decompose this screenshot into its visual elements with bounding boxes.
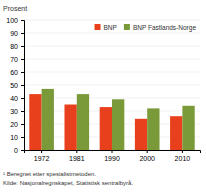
y-axis: 0 10 20 30 40 50 60 70 80 90 100 [6, 17, 24, 154]
grid-line [24, 46, 200, 47]
tick-mark [21, 124, 24, 125]
bar [29, 94, 41, 150]
legend-swatch [124, 24, 130, 30]
y-axis-label: Prosent [3, 5, 27, 12]
tick-mark [21, 111, 24, 112]
bar [182, 106, 194, 150]
legend-swatch [95, 24, 101, 30]
tick: 1990 [104, 150, 120, 162]
tick-mark [21, 20, 24, 21]
grid-line [24, 33, 200, 34]
tick: 50 [10, 82, 24, 89]
tick-mark [21, 59, 24, 60]
legend-label: BNP Fastlands-Norge [133, 24, 196, 32]
bar [147, 108, 159, 150]
tick: 1972 [34, 150, 50, 162]
tick-mark [76, 150, 77, 153]
tick-label: 70 [10, 56, 18, 63]
footnote: ¹ Beregnet etter spesialistmetoden. [3, 171, 96, 177]
bars [29, 89, 194, 150]
tick: 2000 [139, 150, 155, 162]
tick: 40 [10, 95, 24, 102]
tick: 60 [10, 69, 24, 76]
tick: 70 [10, 56, 24, 63]
tick-label: 2010 [175, 155, 191, 162]
grid-line [24, 72, 200, 73]
tick: 20 [10, 121, 24, 128]
legend-item: BNP [95, 24, 117, 31]
bar [170, 116, 182, 150]
grid [24, 20, 200, 150]
tick: 2010 [175, 150, 191, 162]
axis-line [25, 151, 201, 154]
grid-line [24, 20, 200, 21]
tick-mark [21, 98, 24, 99]
tick-label: 0 [14, 147, 18, 154]
tick-mark [21, 72, 24, 73]
tick: 100 [6, 17, 24, 24]
tick-label: 50 [10, 82, 18, 89]
bar [42, 89, 54, 150]
series [42, 89, 195, 150]
tick-label: 100 [6, 17, 18, 24]
tick-label: 80 [10, 43, 18, 50]
tick-mark [21, 33, 24, 34]
tick-mark [21, 150, 24, 151]
legend-item: BNP Fastlands-Norge [124, 24, 196, 32]
tick-mark [41, 150, 42, 153]
axis-line [21, 21, 25, 151]
tick-mark [147, 150, 148, 153]
x-axis: 1972 1981 1990 2000 2010 [25, 150, 201, 162]
bar [135, 119, 147, 150]
tick: 0 [14, 147, 24, 154]
tick-mark [112, 150, 113, 153]
tick-mark [182, 150, 183, 153]
grid-line [24, 59, 200, 60]
bar [64, 105, 76, 151]
tick: 90 [10, 30, 24, 37]
tick: 80 [10, 43, 24, 50]
tick-label: 1972 [34, 155, 50, 162]
tick-label: 10 [10, 134, 18, 141]
tick-mark [21, 46, 24, 47]
tick-label: 1990 [104, 155, 120, 162]
tick-label: 60 [10, 69, 18, 76]
tick-label: 1981 [69, 155, 85, 162]
bar [100, 107, 112, 150]
grid-line [24, 85, 200, 86]
bar [112, 99, 124, 150]
legend: BNP BNP Fastlands-Norge [95, 24, 197, 32]
tick: 1981 [69, 150, 85, 162]
bar [77, 94, 89, 150]
tick: 10 [10, 134, 24, 141]
tick-mark [21, 137, 24, 138]
chart: Prosent 0 10 20 30 40 50 60 70 80 90 100 1972 1981 199… [0, 0, 206, 192]
tick-mark [21, 85, 24, 86]
legend-label: BNP [104, 24, 117, 31]
tick-label: 40 [10, 95, 18, 102]
plot: 0 10 20 30 40 50 60 70 80 90 100 1972 1981 1990 2000 20… [6, 17, 200, 162]
tick-label: 2000 [139, 155, 155, 162]
footnote: Kilde: Nasjonalregnskapet, Statistisk se… [3, 180, 133, 186]
tick-label: 20 [10, 121, 18, 128]
tick: 30 [10, 108, 24, 115]
tick-label: 90 [10, 30, 18, 37]
tick-label: 30 [10, 108, 18, 115]
